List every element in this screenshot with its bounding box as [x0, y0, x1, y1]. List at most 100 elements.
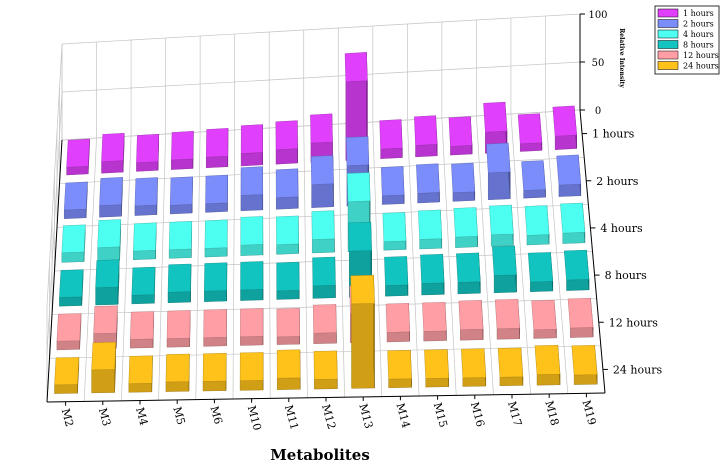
floor-gridline: [406, 119, 420, 397]
floor-gridline: [476, 115, 494, 395]
bar-M14-4-hours: [382, 212, 407, 251]
legend-swatch: [657, 29, 679, 39]
bar-front-face: [133, 250, 156, 261]
bar-front-face: [202, 380, 227, 392]
bar-M18-12-hours: [531, 299, 557, 339]
bar-front-face: [311, 183, 334, 208]
bar-front-face: [276, 196, 299, 210]
bar-front-face: [452, 191, 475, 202]
bar-M17-12-hours: [494, 299, 520, 340]
bar-top-face: [312, 256, 336, 287]
bar-M6-12-hours: [203, 309, 227, 347]
bar-front-face: [203, 336, 227, 347]
bar-M15-12-hours: [422, 302, 447, 342]
bar-top-face: [348, 221, 372, 252]
bar-front-face: [240, 194, 263, 212]
bar-top-face: [494, 299, 520, 330]
bar-top-face: [171, 130, 194, 161]
bar-top-face: [345, 136, 370, 167]
bar-front-face: [134, 204, 158, 216]
floor-gridline: [337, 123, 345, 398]
bar-top-face: [552, 105, 577, 137]
bar-M17-4-hours: [489, 204, 514, 247]
bar-M5-12-hours: [166, 310, 191, 348]
floor-gridline: [83, 137, 97, 402]
bar-top-face: [385, 303, 410, 333]
bar-top-face: [379, 119, 403, 150]
bar-top-face: [344, 52, 368, 83]
bar-top-face: [203, 309, 227, 338]
bar-M14-12-hours: [385, 303, 410, 343]
bar-top-face: [492, 245, 517, 276]
bar-top-face: [97, 219, 122, 248]
bar-front-face: [536, 373, 561, 386]
bar-top-face: [424, 349, 449, 379]
bar-M3-4-hours: [97, 219, 122, 262]
floor-gridline: [510, 113, 531, 395]
bar-M4-24-hours: [128, 355, 153, 393]
bar-M14-2-hours: [380, 166, 405, 205]
bar-front-face: [388, 378, 412, 389]
bar-M3-24-hours: [91, 341, 116, 394]
bar-M16-12-hours: [458, 300, 484, 341]
bar-M19-4-hours: [560, 202, 586, 244]
bar-top-face: [483, 101, 508, 133]
bar-M2-8-hours: [59, 269, 84, 307]
bar-top-face: [240, 308, 264, 338]
bar-front-face: [54, 384, 78, 394]
bar-front-face: [450, 145, 473, 156]
bar-M12-2-hours: [310, 155, 334, 208]
bar-front-face: [66, 165, 89, 176]
bar-top-face: [166, 310, 191, 339]
bar-top-face: [451, 162, 476, 193]
bar-front-face: [240, 336, 264, 346]
bar-M4-12-hours: [130, 311, 155, 349]
bar-front-face: [59, 296, 83, 307]
bar-top-face: [63, 181, 88, 211]
bar-front-face: [313, 332, 337, 344]
bar-M19-2-hours: [556, 154, 582, 197]
bar-M18-4-hours: [524, 205, 550, 246]
bar-M5-4-hours: [168, 221, 193, 259]
bar-top-face: [380, 166, 405, 197]
legend-swatch: [657, 50, 679, 60]
bar-front-face: [460, 328, 484, 341]
bar-top-face: [276, 349, 301, 379]
bar-M4-4-hours: [133, 222, 157, 261]
bar-front-face: [171, 158, 194, 170]
bar-front-face: [314, 378, 338, 390]
bar-top-face: [524, 205, 550, 236]
bar-M18-24-hours: [534, 344, 561, 386]
axis-line: [46, 139, 63, 403]
bar-M16-4-hours: [453, 207, 478, 248]
bar-top-face: [204, 262, 228, 292]
bar-M2-1-hours: [66, 138, 90, 176]
floor-gridline: [121, 135, 132, 401]
bar-M3-8-hours: [95, 259, 120, 306]
bar-top-face: [204, 219, 228, 249]
bar-top-face: [560, 202, 586, 234]
bar-M5-1-hours: [171, 130, 194, 170]
bar-M10-1-hours: [240, 124, 263, 167]
bar-front-face: [128, 383, 153, 393]
bar-front-face: [239, 380, 264, 391]
bar-top-face: [456, 252, 481, 283]
bar-M17-8-hours: [492, 245, 517, 294]
bar-top-face: [169, 176, 193, 206]
bar-front-face: [382, 194, 405, 205]
bar-M3-1-hours: [101, 132, 125, 174]
bar-top-face: [275, 168, 299, 199]
bar-front-face: [457, 281, 481, 295]
bar-front-face: [101, 160, 124, 174]
bar-top-face: [66, 138, 90, 168]
bar-M4-1-hours: [136, 133, 160, 172]
bar-top-face: [521, 160, 546, 191]
bar-top-face: [131, 266, 156, 296]
floor-gridline: [195, 131, 201, 400]
bar-M6-1-hours: [205, 128, 229, 169]
bar-top-face: [167, 263, 192, 293]
bar-front-face: [558, 183, 581, 197]
bar-front-face: [499, 376, 524, 387]
bar-front-face: [533, 329, 557, 339]
bar-top-face: [461, 348, 487, 379]
